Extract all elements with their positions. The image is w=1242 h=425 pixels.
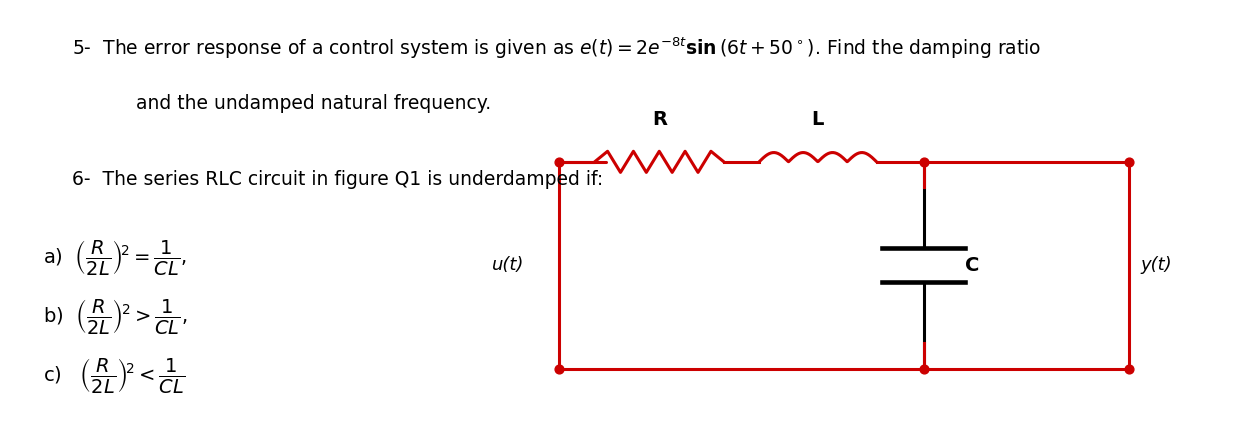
Point [549, 366, 569, 372]
Point [1119, 366, 1139, 372]
Text: C: C [965, 256, 979, 275]
Text: c)   $\left(\dfrac{R}{2L}\right)^{\!2} < \dfrac{1}{CL}$: c) $\left(\dfrac{R}{2L}\right)^{\!2} < \… [42, 356, 185, 395]
Text: 5-  The error response of a control system is given as $e(t) = 2e^{-8t}\mathbf{s: 5- The error response of a control syste… [72, 35, 1041, 61]
Text: 6-  The series RLC circuit in figure Q1 is underdamped if:: 6- The series RLC circuit in figure Q1 i… [72, 170, 604, 189]
Text: y(t): y(t) [1141, 256, 1172, 274]
Text: R: R [652, 110, 667, 129]
Point [914, 159, 934, 165]
Text: a)  $\left(\dfrac{R}{2L}\right)^{\!2} = \dfrac{1}{CL},$: a) $\left(\dfrac{R}{2L}\right)^{\!2} = \… [42, 238, 186, 277]
Text: b)  $\left(\dfrac{R}{2L}\right)^{\!2} > \dfrac{1}{CL},$: b) $\left(\dfrac{R}{2L}\right)^{\!2} > \… [42, 297, 186, 336]
Text: and the undamped natural frequency.: and the undamped natural frequency. [137, 94, 492, 113]
Point [1119, 159, 1139, 165]
Text: u(t): u(t) [492, 256, 524, 274]
Point [914, 366, 934, 372]
Point [549, 159, 569, 165]
Text: L: L [812, 110, 823, 129]
